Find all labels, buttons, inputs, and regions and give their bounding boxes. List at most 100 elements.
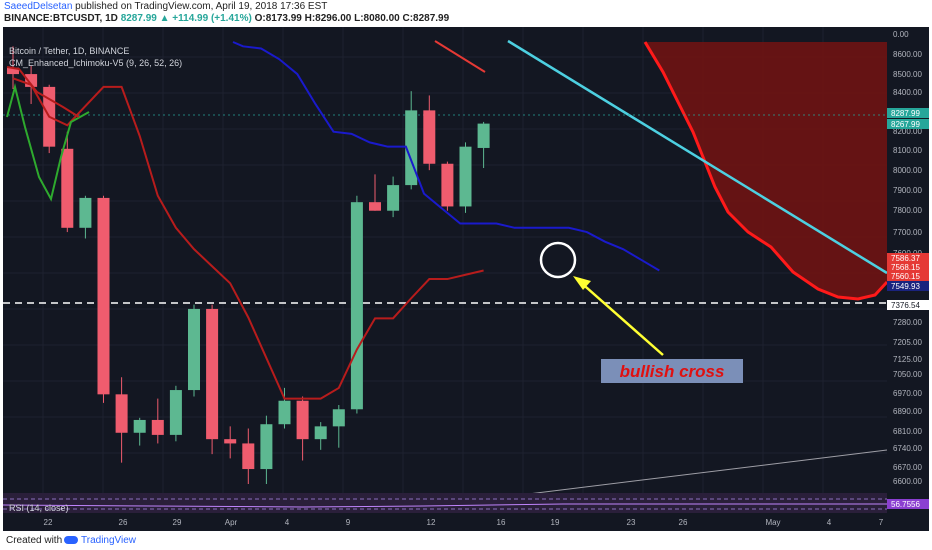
time-tick-label: 16 — [497, 518, 506, 527]
candle-body — [423, 110, 436, 164]
price-axis: 0.008600.008500.008400.008300.008200.008… — [887, 27, 929, 509]
price-tick-label: 7700.00 — [893, 228, 922, 237]
chart-pane[interactable]: bullish cross 0.00 8600.00 8500.00 8400.00 8… — [3, 27, 929, 531]
conversion-line — [12, 77, 484, 400]
price-tag-bg — [887, 262, 929, 272]
time-tick-label: Apr — [225, 518, 238, 527]
rsi-pane — [3, 493, 887, 513]
candle-body — [278, 400, 291, 425]
time-tick-label: 26 — [119, 518, 128, 527]
time-tick-label: May — [765, 518, 780, 527]
candle-body — [133, 419, 146, 433]
chart-canvas[interactable]: bullish cross 0.00 8600.00 8500.00 8400.00 8… — [3, 27, 929, 531]
tradingview-icon — [64, 536, 78, 545]
candle-body — [25, 74, 38, 87]
price-tick-label: 8400.00 — [893, 88, 922, 97]
price-tag-bg — [887, 281, 929, 291]
candle-body — [151, 419, 164, 435]
price-tick-label: 6740.00 — [893, 444, 922, 453]
tradingview-logo[interactable]: TradingView — [64, 535, 136, 546]
conversion-line-start — [6, 66, 80, 118]
rsi-tag-label: 56.7556 — [891, 500, 920, 509]
candle-body — [369, 202, 381, 211]
candle-body — [7, 67, 19, 75]
price-tick-label: 6810.00 — [893, 427, 922, 436]
legend-indicator: CM_Enhanced_Ichimoku-V5 (9, 26, 52, 26) — [9, 58, 183, 68]
price-tick-label: 7205.00 — [893, 338, 922, 347]
price-tag-bg — [887, 271, 929, 281]
candle-body — [260, 424, 273, 470]
rsi-label: RSI (14, close) — [9, 503, 69, 513]
price-tick-label: 6970.00 — [893, 389, 922, 398]
senkou-span-b — [643, 41, 889, 301]
price-tag-bg — [887, 108, 929, 118]
time-tick-label: 4 — [827, 518, 832, 527]
price-tick-label: 7050.00 — [893, 370, 922, 379]
time-tick-label: 26 — [679, 518, 688, 527]
last-price: 8287.99 — [120, 13, 157, 24]
lagging-span — [6, 83, 90, 202]
symbol-name: BINANCE:BTCUSDT, 1D — [4, 13, 118, 24]
price-tick-label: 8000.00 — [893, 166, 922, 175]
price-tick-label: 8200.00 — [893, 127, 922, 136]
price-tick-label: 7280.00 — [893, 318, 922, 327]
author-link[interactable]: SaeedDelsetan — [4, 1, 73, 12]
price-tag-label: 7586.37 — [891, 254, 920, 263]
time-tick-label: 19 — [551, 518, 560, 527]
price-tick-label: 7900.00 — [893, 186, 922, 195]
symbol-line: BINANCE:BTCUSDT, 1D 8287.99 ▲ +114.99 (+… — [4, 13, 449, 24]
legend-pair: Bitcoin / Tether, 1D, BINANCE — [9, 46, 130, 56]
rsi-tag-bg — [887, 499, 929, 509]
candle-body — [115, 394, 128, 433]
created-with-text: Created with — [6, 535, 63, 546]
candle-body — [459, 146, 472, 207]
candle-body — [477, 123, 490, 148]
cross-highlight-circle — [539, 241, 577, 279]
candle-body — [387, 185, 400, 211]
candle-body — [79, 197, 92, 228]
time-tick-label: 9 — [346, 518, 351, 527]
candle-body — [332, 409, 345, 427]
price-tick-label: 7125.00 — [893, 355, 922, 364]
support-trendline — [478, 449, 888, 501]
price-tag-label: 7568.15 — [891, 263, 920, 272]
time-axis: 22 26 29 Apr 4 9 12 16 19 23 26 May 4 7 — [3, 513, 929, 531]
price-tag-bg — [887, 119, 929, 129]
price-tag-bg — [887, 300, 929, 310]
price-tick-label: 6890.00 — [893, 407, 922, 416]
candle-body — [169, 390, 182, 435]
base-line — [232, 41, 660, 272]
candle-body — [61, 148, 74, 228]
publish-info: SaeedDelsetan published on TradingView.c… — [4, 1, 327, 12]
tradingview-brand: TradingView — [81, 535, 137, 546]
price-tick-label: 8100.00 — [893, 146, 922, 155]
candle-body — [350, 202, 363, 410]
time-tick-label: 12 — [427, 518, 436, 527]
time-tick-label: 23 — [627, 518, 636, 527]
ohlc-values: O:8173.99 H:8296.00 L:8080.00 C:8287.99 — [254, 13, 450, 24]
candle-body — [314, 426, 327, 440]
cloud-area — [645, 42, 887, 299]
published-text: published on TradingView.com, April 19, … — [72, 1, 328, 12]
ichimoku-cloud — [643, 41, 889, 301]
footer: Created with TradingView — [0, 532, 932, 550]
annotation-box — [601, 359, 743, 383]
price-tick-label: 6670.00 — [893, 463, 922, 472]
price-tag-label: 7560.15 — [891, 272, 920, 281]
chart-legend: Bitcoin / Tether, 1D, BINANCE CM_Enhance… — [9, 45, 182, 69]
chart-header: SaeedDelsetan published on TradingView.c… — [0, 0, 932, 26]
candle-body — [296, 400, 309, 440]
price-tag-label: 7376.54 — [891, 301, 920, 310]
price-tag-label: 7549.93 — [891, 282, 920, 291]
candle-body — [188, 308, 200, 391]
time-tick-label: 29 — [173, 518, 182, 527]
candle-body — [206, 308, 219, 440]
price-change: ▲ +114.99 (+1.41%) — [159, 13, 252, 24]
price-tick-label: 8600.00 — [893, 50, 922, 59]
candle-body — [441, 163, 454, 207]
price-tag-label: 8267.99 — [891, 120, 920, 129]
rsi-line — [3, 503, 887, 508]
time-tick-label: 4 — [285, 518, 290, 527]
annotations: bullish cross — [3, 241, 887, 513]
candle-body — [97, 197, 110, 395]
